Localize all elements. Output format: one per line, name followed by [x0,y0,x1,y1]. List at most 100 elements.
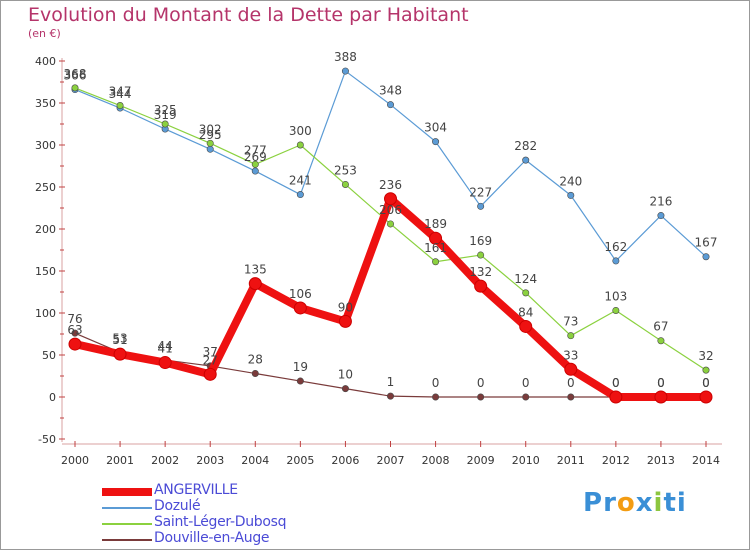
data-label: 19 [293,360,308,374]
y-tick-label: -50 [38,433,56,446]
x-tick-label: 2012 [602,454,630,467]
data-point [612,257,620,265]
data-label: 32 [698,349,713,363]
logo-letter: i [653,488,664,518]
data-label: 216 [649,195,672,209]
x-tick-label: 2001 [106,454,134,467]
data-point [654,390,668,404]
data-point [567,191,575,199]
data-point [68,337,82,351]
data-label: 76 [67,312,82,326]
data-label: 344 [109,87,132,101]
data-point [429,231,443,245]
data-label: 135 [244,263,267,277]
data-point [564,362,578,376]
data-label: 240 [559,174,582,188]
data-label: 73 [563,315,578,329]
data-point [474,279,488,293]
y-tick-label: 150 [35,265,56,278]
data-point [296,191,304,199]
series-lines [68,67,713,404]
data-point [206,145,214,153]
data-point [71,329,79,337]
data-point [203,367,217,381]
logo-letter: i [676,488,687,518]
data-point [296,141,304,149]
data-point [248,277,262,291]
data-labels: 366 344 319 295 269 241 388 348 304 227 282 240 162 2… [64,50,718,390]
data-point [386,220,394,228]
legend-label-saint-leger: Saint-Léger-Dubosq [154,514,287,530]
data-label: 169 [469,234,492,248]
data-label: 347 [109,85,132,99]
data-point [477,393,485,401]
y-tick-label: 50 [42,349,56,362]
data-point [432,258,440,266]
y-tick-label: 350 [35,97,56,110]
data-label: 0 [612,376,620,390]
logo-letter: x [635,488,654,518]
legend-label-douville: Douville-en-Auge [154,530,270,546]
data-label: 0 [612,376,620,390]
data-label: 0 [477,376,485,390]
y-tick-label: 300 [35,139,56,152]
data-point [386,101,394,109]
x-tick-label: 2003 [196,454,224,467]
x-tick-label: 2002 [151,454,179,467]
data-label: 282 [514,139,537,153]
data-point [341,67,349,75]
data-label: 253 [334,163,357,177]
data-label: 319 [154,108,177,122]
data-point [657,337,665,345]
y-tick-label: 100 [35,307,56,320]
data-label: 227 [469,185,492,199]
data-point [477,251,485,259]
data-label: 162 [604,240,627,254]
data-point [702,253,710,261]
data-label: 132 [469,265,492,279]
data-point [522,289,530,297]
data-point [432,138,440,146]
data-point [567,332,575,340]
x-tick-label: 2011 [557,454,585,467]
logo-letter: r [603,488,617,518]
data-point [341,180,349,188]
data-label: 44 [158,339,173,353]
data-label: 33 [563,348,578,362]
data-point [477,202,485,210]
chart-title: Evolution du Montant de la Dette par Hab… [28,4,469,26]
data-label: 0 [702,376,710,390]
x-tick-label: 2005 [286,454,314,467]
legend-swatch-angerville [102,488,152,496]
data-point [341,385,349,393]
x-tick-label: 2006 [331,454,359,467]
data-label: 84 [518,305,533,319]
legend-label-dozule: Dozulé [154,498,201,514]
data-point [113,347,127,361]
data-label: 37 [203,345,218,359]
data-point [702,366,710,374]
data-label: 106 [289,287,312,301]
data-label: 1 [387,375,395,389]
data-label: 302 [199,122,222,136]
data-point [567,393,575,401]
data-point [251,160,259,168]
y-tick-label: 0 [49,391,56,404]
data-label: 304 [424,121,447,135]
data-label: 325 [154,103,177,117]
x-tick-label: 2010 [512,454,540,467]
data-point [612,306,620,314]
data-label: 277 [244,143,267,157]
data-label: 206 [379,203,402,217]
x-tick-label: 2009 [467,454,495,467]
data-label: 368 [64,67,87,81]
data-point [657,212,665,220]
data-label: 27 [203,353,218,367]
data-point [71,84,79,92]
legend-swatch-dozule [102,507,152,509]
data-point [338,314,352,328]
data-label: 161 [424,241,447,255]
data-label: 269 [244,150,267,164]
logo-letter: o [616,488,636,518]
